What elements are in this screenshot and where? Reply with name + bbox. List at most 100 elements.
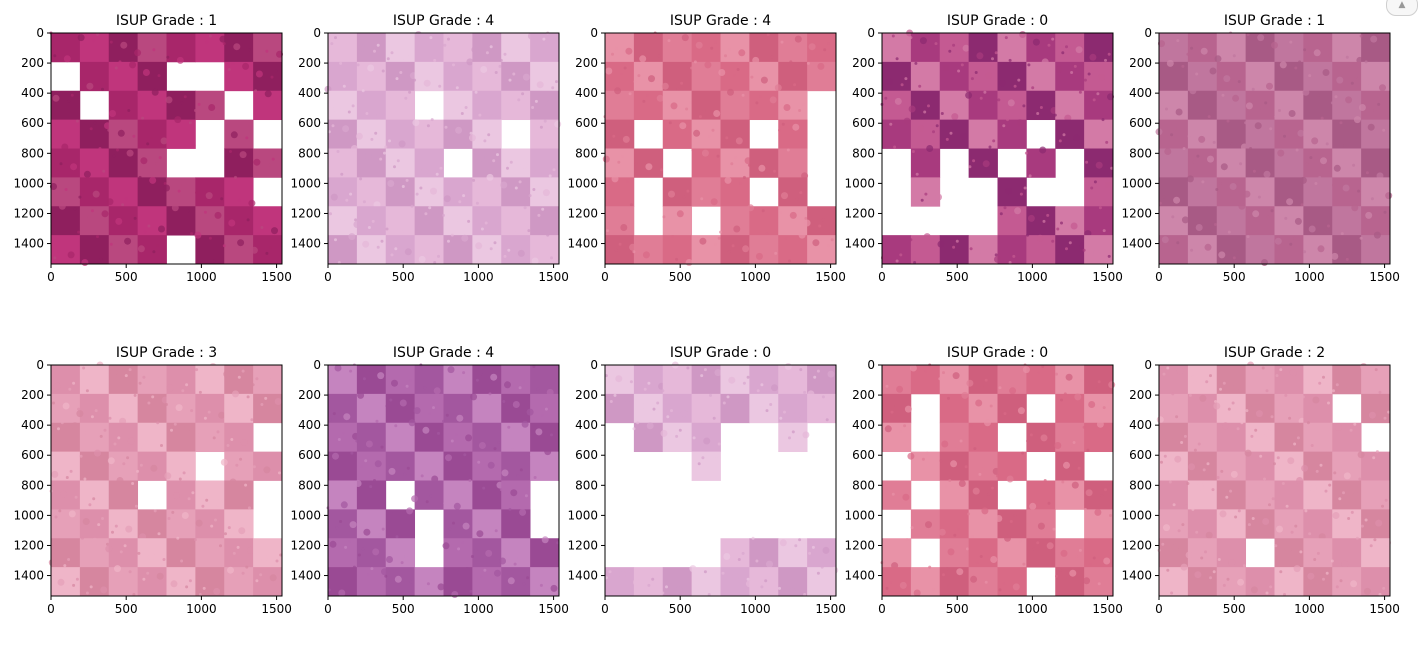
x-tick-label: 1000: [1294, 602, 1325, 616]
y-tick-label: 1200: [290, 206, 321, 220]
y-tick-label: 1000: [1121, 508, 1152, 522]
image-panel: ISUP Grade : 0 0 500 1000 1500 0 200 400 600 800 1…: [567, 345, 845, 616]
x-tick-label: 1000: [463, 270, 494, 284]
axes-frame: [881, 364, 1114, 597]
y-tick-label: 1000: [13, 176, 44, 190]
x-tick-label: 500: [946, 602, 969, 616]
x-tick-label: 0: [1155, 270, 1163, 284]
y-tick-label: 600: [1129, 448, 1152, 462]
y-tick-label: 0: [590, 26, 598, 40]
y-tick-label: 200: [298, 388, 321, 402]
y-tick-label: 1400: [567, 237, 598, 251]
x-tick-label: 0: [47, 270, 55, 284]
y-tick-label: 200: [852, 56, 875, 70]
y-tick-label: 600: [1129, 116, 1152, 130]
tissue-image: [1155, 31, 1393, 266]
y-tick-label: 600: [852, 448, 875, 462]
x-tick-label: 1500: [261, 270, 292, 284]
y-tick-label: 200: [575, 56, 598, 70]
axes-frame: [1158, 364, 1391, 597]
y-tick-label: 1400: [13, 569, 44, 583]
scroll-up-button[interactable]: ▲: [1386, 0, 1418, 16]
x-tick-label: 0: [878, 270, 886, 284]
panel-title: ISUP Grade : 0: [670, 345, 771, 361]
y-tick-label: 600: [575, 116, 598, 130]
image-panel: ISUP Grade : 4 0 500 1000 1500 0 200 400 600 800 1…: [567, 13, 845, 284]
tissue-image: [880, 29, 1114, 265]
y-tick-label: 400: [1129, 418, 1152, 432]
x-tick-label: 500: [115, 270, 138, 284]
tissue-image: [880, 363, 1116, 597]
axes-frame: [327, 364, 560, 597]
panel-title: ISUP Grade : 1: [116, 13, 217, 29]
panel-title: ISUP Grade : 3: [116, 345, 217, 361]
y-tick-label: 200: [1129, 56, 1152, 70]
tissue-image: [49, 31, 283, 266]
x-tick-label: 0: [878, 602, 886, 616]
x-tick-label: 500: [946, 270, 969, 284]
image-panel: ISUP Grade : 4 0 500 1000 1500 0 200 400 600 800 1…: [290, 345, 568, 616]
y-tick-label: 200: [298, 56, 321, 70]
x-tick-label: 500: [1223, 602, 1246, 616]
y-tick-label: 1400: [290, 237, 321, 251]
chevron-up-icon: ▲: [1398, 0, 1406, 10]
tissue-image: [604, 361, 839, 597]
y-tick-label: 800: [575, 146, 598, 160]
x-tick-label: 1000: [463, 602, 494, 616]
axes-frame: [604, 32, 837, 265]
y-tick-label: 800: [575, 478, 598, 492]
y-tick-label: 1000: [290, 508, 321, 522]
image-panel: ISUP Grade : 3 0 500 1000 1500 0 200 400 600 800 1…: [13, 345, 291, 616]
y-tick-label: 600: [298, 116, 321, 130]
x-tick-label: 1000: [186, 602, 217, 616]
axes-frame: [1158, 32, 1391, 265]
y-tick-label: 400: [298, 86, 321, 100]
x-tick-label: 0: [47, 602, 55, 616]
x-tick-label: 1500: [815, 602, 846, 616]
y-tick-label: 0: [313, 26, 321, 40]
axes-frame: [50, 32, 283, 265]
y-tick-label: 1000: [290, 176, 321, 190]
y-tick-label: 1400: [1121, 237, 1152, 251]
y-tick-label: 0: [867, 26, 875, 40]
x-tick-label: 1500: [815, 270, 846, 284]
x-tick-label: 0: [601, 602, 609, 616]
x-tick-label: 1000: [740, 270, 771, 284]
y-tick-label: 600: [852, 116, 875, 130]
x-tick-label: 1500: [538, 270, 569, 284]
y-tick-label: 200: [21, 388, 44, 402]
axes-frame: [327, 32, 560, 265]
x-tick-label: 1500: [1369, 602, 1400, 616]
tissue-image: [326, 363, 560, 598]
y-tick-label: 0: [36, 26, 44, 40]
x-tick-label: 0: [1155, 602, 1163, 616]
y-tick-label: 400: [21, 86, 44, 100]
image-panel: ISUP Grade : 1 0 500 1000 1500 0 200 400 600 800 1…: [13, 13, 291, 284]
y-tick-label: 400: [575, 418, 598, 432]
y-tick-label: 400: [852, 86, 875, 100]
x-tick-label: 1500: [1092, 270, 1123, 284]
y-tick-label: 1000: [567, 176, 598, 190]
x-tick-label: 1500: [1092, 602, 1123, 616]
y-tick-label: 1200: [1121, 206, 1152, 220]
y-tick-label: 400: [21, 418, 44, 432]
y-tick-label: 1400: [1121, 569, 1152, 583]
axes-frame: [604, 364, 837, 597]
image-panel: ISUP Grade : 4 0 500 1000 1500 0 200 400 600 800 1…: [290, 13, 568, 284]
y-tick-label: 1200: [1121, 538, 1152, 552]
image-panel: ISUP Grade : 2 0 500 1000 1500 0 200 400 600 800 1…: [1121, 345, 1399, 616]
y-tick-label: 800: [1129, 146, 1152, 160]
x-tick-label: 1000: [1017, 270, 1048, 284]
tissue-image: [48, 361, 283, 597]
y-tick-label: 1400: [290, 569, 321, 583]
y-tick-label: 1400: [13, 237, 44, 251]
x-tick-label: 1000: [1294, 270, 1325, 284]
x-tick-label: 0: [601, 270, 609, 284]
y-tick-label: 0: [36, 358, 44, 372]
y-tick-label: 0: [867, 358, 875, 372]
image-panel: ISUP Grade : 0 0 500 1000 1500 0 200 400 600 800 1…: [844, 13, 1122, 284]
image-panel: ISUP Grade : 0 0 500 1000 1500 0 200 400 600 800 1…: [844, 345, 1122, 616]
y-tick-label: 800: [852, 478, 875, 492]
